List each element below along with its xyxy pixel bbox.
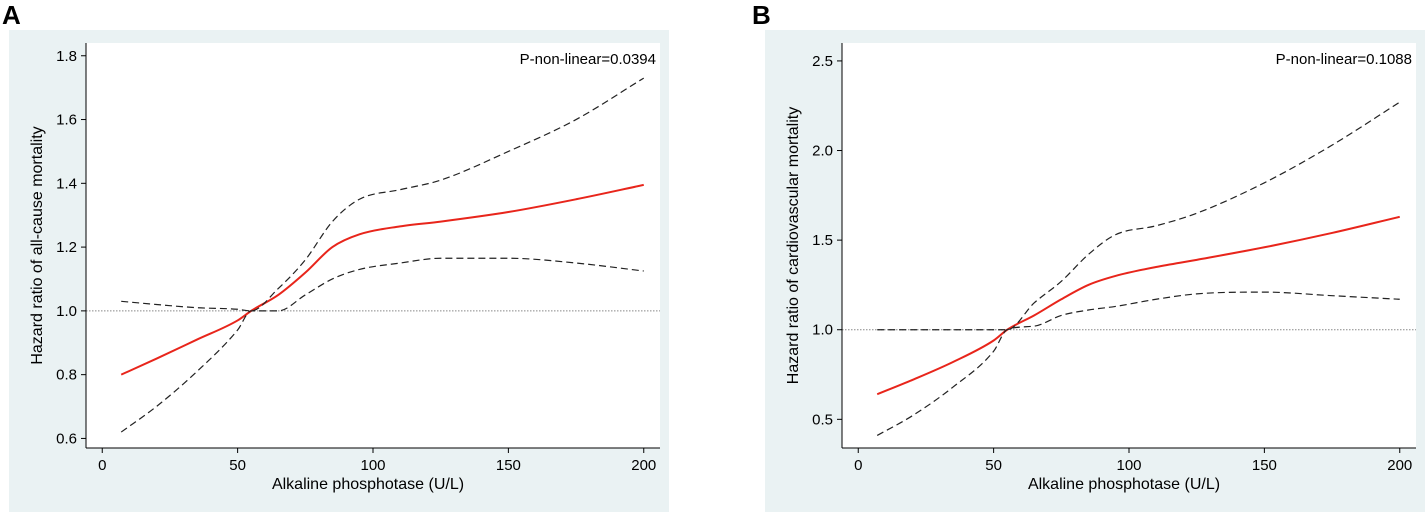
y-tick-label: 2.5: [812, 53, 833, 70]
x-tick-label: 150: [496, 457, 521, 474]
y-tick-label: 1.6: [56, 112, 77, 129]
y-tick-label: 1.0: [812, 322, 833, 339]
p-value-annotation: P-non-linear=0.1088: [1276, 51, 1412, 68]
x-axis-label: Alkaline phosphotase (U/L): [1028, 476, 1220, 493]
upper-ci-line: [121, 77, 645, 312]
y-tick-label: 1.0: [56, 303, 77, 320]
hazard-ratio-line: [120, 183, 644, 376]
y-tick-label: 1.2: [56, 239, 77, 256]
x-axis-label: Alkaline phosphotase (U/L): [272, 476, 464, 493]
chart-b: 0.5 1.0 1.5 2.0 2.5 0 50 100 150 200 Alkaline phos…: [765, 30, 1425, 512]
lower-ci-line: [876, 291, 1400, 436]
x-tick-label: 50: [229, 457, 246, 474]
x-tick-label: 150: [1252, 457, 1277, 474]
y-tick-label: 0.6: [56, 430, 77, 447]
y-tick-label: 1.8: [56, 48, 77, 65]
plot-area: [86, 43, 660, 448]
x-tick-label: 200: [1387, 457, 1412, 474]
y-axis-label: Hazard ratio of all-cause mortality: [29, 126, 46, 364]
y-tick-label: 1.5: [812, 232, 833, 249]
x-tick-label: 200: [631, 457, 656, 474]
upper-ci-line: [877, 101, 1401, 331]
y-tick-label: 1.4: [56, 175, 77, 192]
p-value-annotation: P-non-linear=0.0394: [520, 51, 656, 68]
x-tick-label: 0: [854, 457, 862, 474]
y-axis-label: Hazard ratio of cardiovascular mortality: [785, 107, 802, 384]
y-tick-label: 0.5: [812, 411, 833, 428]
x-tick-label: 100: [1116, 457, 1141, 474]
lower-ci-line: [120, 257, 644, 433]
x-tick-label: 100: [360, 457, 385, 474]
plot-area: [842, 43, 1416, 448]
y-tick-label: 2.0: [812, 143, 833, 160]
panel-letter-a: A: [2, 0, 21, 30]
x-tick-label: 50: [985, 457, 1002, 474]
chart-a: 0.6 0.8 1.0 1.2 1.4 1.6 1.8 0 50 100 150 200 Alkalin…: [9, 30, 669, 512]
y-tick-label: 0.8: [56, 367, 77, 384]
x-tick-label: 0: [98, 457, 106, 474]
hazard-ratio-line: [876, 215, 1400, 396]
panel-letter-b: B: [752, 0, 771, 30]
